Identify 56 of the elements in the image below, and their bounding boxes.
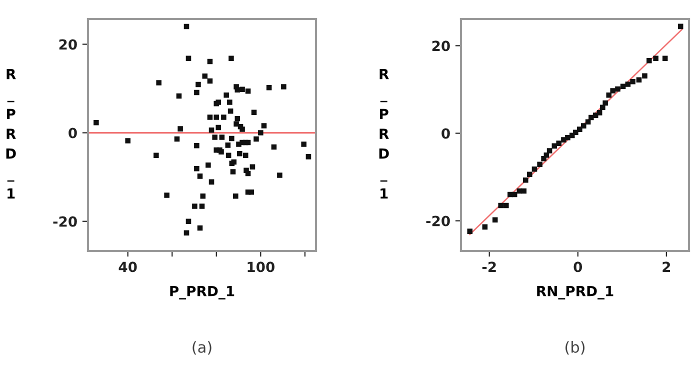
point [565, 134, 570, 140]
point [646, 58, 652, 64]
point [556, 140, 562, 146]
point [544, 152, 550, 158]
y-tick-label: 0 [442, 128, 450, 139]
x-tick-label: 100 [248, 262, 274, 272]
text: R_PRD_1 [6, 69, 16, 199]
text: (a) [192, 341, 212, 355]
point [592, 112, 598, 118]
point [653, 56, 658, 62]
point [498, 202, 504, 208]
point [492, 217, 498, 223]
point [526, 172, 532, 178]
point [596, 110, 602, 116]
x-tick-label: 2 [662, 262, 670, 272]
point [678, 24, 684, 30]
point [610, 88, 616, 94]
y-tick-label: 20 [59, 39, 77, 50]
point [620, 84, 626, 90]
point [606, 92, 612, 98]
text: (b) [566, 341, 584, 355]
point [630, 78, 636, 84]
point [546, 148, 552, 154]
point [561, 137, 566, 142]
point [615, 86, 620, 92]
point [569, 132, 575, 138]
point [537, 162, 542, 167]
x-tick-label: 0 [574, 262, 582, 272]
text: R_PRD_1 [379, 69, 389, 199]
point [585, 119, 591, 125]
y-tick-label: -20 [426, 216, 450, 226]
point [662, 56, 668, 62]
point [642, 73, 648, 79]
point [504, 202, 509, 208]
point [512, 192, 518, 198]
point [573, 130, 578, 136]
point [467, 228, 472, 234]
y-tick-label: -20 [53, 216, 77, 227]
y-tick-label: 20 [432, 40, 450, 52]
point [588, 114, 594, 120]
x-axis-title: RN_PRD_1 [537, 286, 614, 300]
point [577, 126, 582, 132]
point [600, 104, 606, 110]
point [580, 123, 586, 128]
point [625, 82, 631, 87]
point [602, 100, 608, 106]
x-axis-title: P_PRD_1 [170, 286, 234, 300]
point [523, 177, 528, 183]
x-tick-label: 40 [118, 262, 137, 272]
point [541, 156, 546, 162]
x-tick-label: -2 [482, 262, 496, 272]
point [532, 166, 538, 172]
y-tick-label: 0 [68, 128, 77, 138]
point [636, 77, 642, 82]
point [482, 224, 488, 230]
point [521, 188, 527, 194]
